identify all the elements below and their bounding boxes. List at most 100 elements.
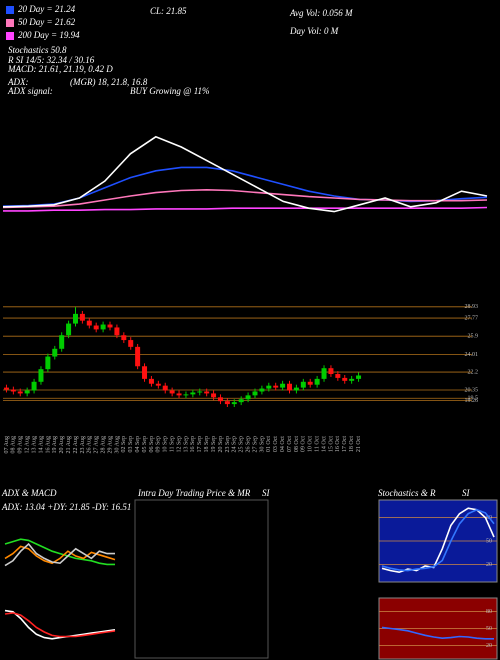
- candle-body: [342, 377, 348, 381]
- candle-body: [148, 378, 154, 384]
- candle-body: [155, 383, 161, 386]
- candle-body: [335, 374, 341, 378]
- y-tick-label: 25.9: [468, 334, 479, 340]
- x-tick-label: 05 Sep: [142, 436, 148, 453]
- annotation: Day Vol: 0 M: [289, 26, 339, 36]
- candle-body: [100, 324, 106, 330]
- x-tick-label: 24 Sep: [232, 436, 238, 453]
- candle-body: [107, 324, 113, 328]
- candle-body: [252, 391, 258, 396]
- annotation: R SI 14/5: 32.34 / 30.16: [7, 55, 95, 65]
- candle-body: [217, 397, 223, 402]
- candle-body: [59, 335, 65, 349]
- x-tick-label: 21 Oct: [356, 436, 362, 452]
- y-tick-label: 20.35: [465, 387, 479, 393]
- candle-body: [314, 378, 320, 385]
- series-line: [4, 538, 115, 566]
- x-tick-label: 11 Oct: [315, 436, 321, 452]
- x-tick-label: 07 Oct: [287, 436, 293, 452]
- panel-title: ADX & MACD: [1, 488, 57, 498]
- series-line: [381, 626, 494, 640]
- x-tick-label: 04 Oct: [280, 436, 286, 452]
- x-tick-label: 11 Sep: [170, 436, 176, 452]
- x-tick-label: 09 Oct: [301, 436, 307, 452]
- legend-label: 20 Day = 21.24: [18, 4, 76, 14]
- x-tick-label: 16 Sep: [190, 436, 196, 453]
- annotation: ADX:: [7, 77, 29, 87]
- candle-body: [259, 388, 265, 392]
- x-tick-label: 28 Aug: [100, 436, 106, 454]
- candle-body: [356, 375, 362, 379]
- candle-body: [17, 391, 23, 394]
- annotation: CL: 21.85: [150, 6, 187, 16]
- x-tick-label: 16 Aug: [45, 436, 51, 454]
- x-tick-label: 03 Sep: [128, 436, 134, 453]
- candle-body: [66, 323, 72, 336]
- x-tick-label: 03 Oct: [273, 436, 279, 452]
- x-tick-label: 14 Aug: [38, 436, 44, 454]
- candle-body: [293, 387, 299, 391]
- legend-label: 50 Day = 21.62: [18, 17, 76, 27]
- series-line: [4, 542, 115, 567]
- legend-swatch: [6, 32, 14, 40]
- candle-body: [307, 381, 313, 385]
- y-tick-label: 28.93: [465, 304, 479, 310]
- x-tick-label: 12 Aug: [25, 436, 31, 454]
- x-tick-label: 18 Sep: [204, 436, 210, 453]
- candle-body: [162, 385, 168, 391]
- candle-body: [176, 393, 182, 396]
- y-tick-label: 20: [486, 562, 492, 568]
- series-line: [2, 188, 488, 209]
- candle-body: [121, 335, 127, 341]
- x-tick-label: 18 Oct: [349, 436, 355, 452]
- y-tick-label: 19.26: [465, 398, 479, 404]
- series-line: [4, 612, 116, 638]
- annotation: Stochastics 50.8: [8, 45, 67, 55]
- candle-body: [142, 366, 148, 379]
- x-tick-label: 19 Aug: [52, 436, 58, 454]
- annotation: MACD: 21.61, 21.19, 0.42 D: [7, 64, 113, 74]
- panel-subtitle: ADX: 13.04 +DY: 21.85 -DY: 16.51: [1, 502, 131, 512]
- x-tick-label: 26 Aug: [87, 436, 93, 454]
- panel-subtitle: SI: [462, 488, 471, 498]
- candle-body: [10, 389, 16, 392]
- x-tick-label: 04 Sep: [135, 436, 141, 453]
- candle-body: [190, 392, 196, 395]
- x-tick-label: 13 Sep: [183, 436, 189, 453]
- x-tick-label: 17 Sep: [197, 436, 203, 453]
- candle-body: [45, 356, 51, 370]
- x-tick-label: 09 Aug: [18, 436, 24, 454]
- legend-label: 200 Day = 19.94: [18, 30, 80, 40]
- candle-body: [72, 313, 78, 324]
- x-tick-label: 19 Sep: [211, 436, 217, 453]
- legend-swatch: [6, 6, 14, 14]
- series-line: [2, 135, 488, 213]
- y-tick-label: 50: [486, 626, 492, 632]
- annotation: ADX signal:: [7, 86, 53, 96]
- candle-body: [24, 390, 30, 394]
- series-line: [381, 508, 495, 572]
- x-tick-label: 15 Oct: [328, 436, 334, 452]
- x-tick-label: 27 Aug: [94, 436, 100, 454]
- x-tick-label: 27 Sep: [252, 436, 258, 453]
- y-tick-label: 27.77: [465, 315, 479, 321]
- candle-body: [266, 385, 272, 389]
- candle-body: [287, 383, 293, 391]
- panel-subtitle: SI: [262, 488, 271, 498]
- candle-body: [231, 402, 237, 405]
- x-tick-label: 14 Oct: [321, 436, 327, 452]
- x-tick-label: 07 Aug: [4, 436, 10, 454]
- candle-body: [114, 327, 120, 336]
- x-tick-label: 21 Aug: [66, 436, 72, 454]
- x-tick-label: 10 Oct: [308, 436, 314, 452]
- x-tick-label: 13 Aug: [31, 436, 37, 454]
- x-tick-label: 12 Sep: [176, 436, 182, 453]
- candle-body: [128, 340, 134, 347]
- y-tick-label: 50: [486, 538, 492, 544]
- x-tick-label: 30 Aug: [114, 436, 120, 454]
- candle-body: [86, 320, 92, 326]
- y-tick-label: 22.2: [468, 369, 479, 375]
- intraday-frame: [134, 499, 269, 659]
- candle-body: [280, 383, 286, 388]
- candle-body: [169, 390, 175, 394]
